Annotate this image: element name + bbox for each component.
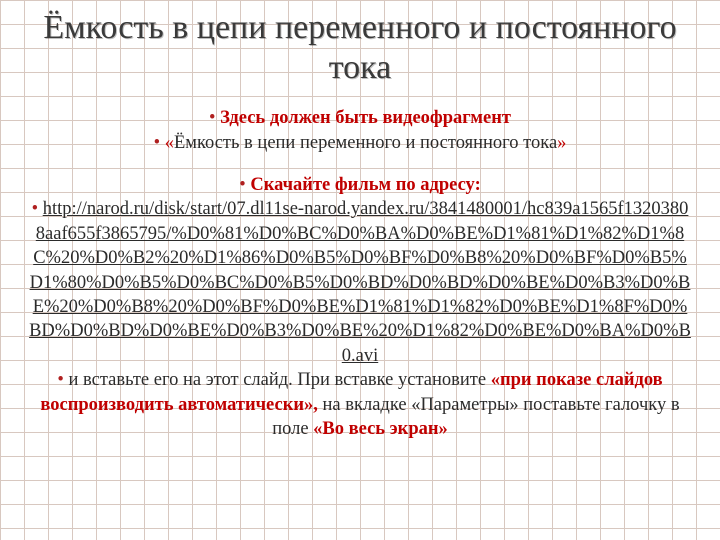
slide: Ёмкость в цепи переменного и постоянного… bbox=[0, 0, 720, 540]
download-url[interactable]: http://narod.ru/disk/start/07.dl11se-nar… bbox=[29, 199, 691, 365]
spacer bbox=[28, 155, 692, 173]
bullet-list: Здесь должен быть видеофрагмент «Ёмкость… bbox=[28, 106, 692, 155]
quote-open: « bbox=[165, 133, 174, 153]
instr-part-a: и вставьте его на этот слайд. При вставк… bbox=[68, 370, 490, 390]
video-title-text: Ёмкость в цепи переменного и постоянного… bbox=[174, 133, 557, 153]
instr-highlight-2: «Во весь экран» bbox=[313, 419, 448, 439]
bullet-instructions: и вставьте его на этот слайд. При вставк… bbox=[28, 368, 692, 441]
bullet-list-2: Скачайте фильм по адресу: http://narod.r… bbox=[28, 173, 692, 441]
download-label: Скачайте фильм по адресу: bbox=[250, 175, 480, 195]
bullet-video-title: «Ёмкость в цепи переменного и постоянног… bbox=[28, 131, 692, 155]
video-placeholder-text: Здесь должен быть видеофрагмент bbox=[220, 108, 511, 128]
quote-close: » bbox=[557, 133, 566, 153]
bullet-url: http://narod.ru/disk/start/07.dl11se-nar… bbox=[28, 197, 692, 368]
bullet-download-label: Скачайте фильм по адресу: bbox=[28, 173, 692, 197]
bullet-video-placeholder: Здесь должен быть видеофрагмент bbox=[28, 106, 692, 130]
slide-title: Ёмкость в цепи переменного и постоянного… bbox=[28, 8, 692, 88]
